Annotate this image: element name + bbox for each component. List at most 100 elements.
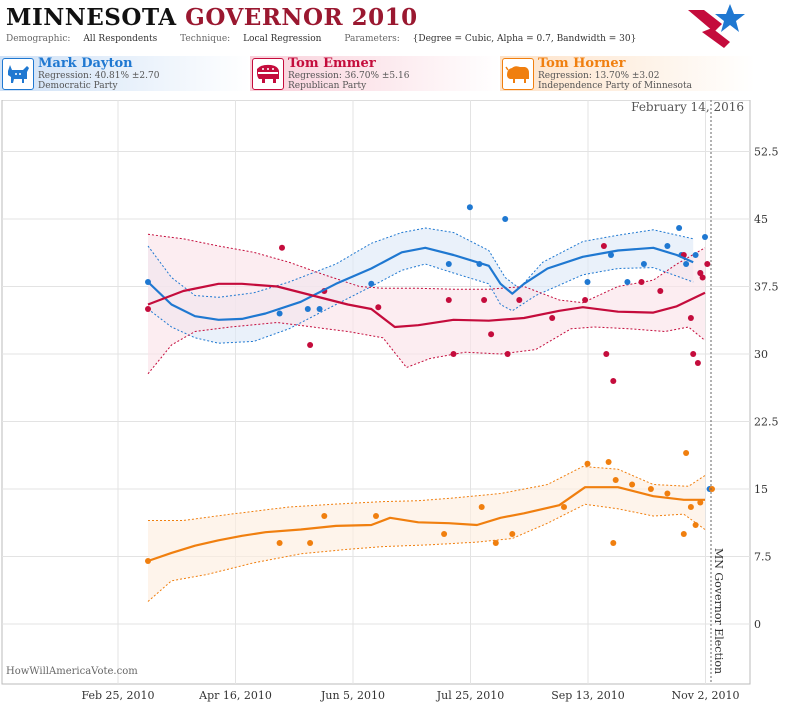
poll-point: [502, 216, 509, 222]
poll-point: [605, 459, 612, 465]
poll-point: [640, 261, 647, 267]
title-race: GOVERNOR 2010: [185, 4, 418, 31]
poll-point: [450, 351, 457, 357]
regression-chart: Feb 25, 2010 Apr 16, 2010 Jun 5, 2010 Jul 2…: [1, 100, 779, 702]
poll-point: [697, 499, 704, 506]
poll-point: [276, 540, 283, 546]
poll-point: [445, 261, 452, 267]
poll-point: [687, 504, 694, 510]
poll-point: [276, 310, 283, 317]
plot-area: [1, 100, 751, 685]
y-tick-label: 7.5: [754, 551, 772, 564]
trend-line: [147, 486, 705, 563]
poll-point: [466, 204, 473, 211]
poll-point: [687, 315, 694, 321]
poll-point: [699, 274, 706, 281]
poll-point: [304, 306, 311, 312]
candidate-legend-horner: Tom Horner Regression: 13.70% ±3.02 Inde…: [500, 56, 755, 91]
candidate-legend-emmer: Tom Emmer Regression: 36.70% ±5.16 Repub…: [250, 56, 500, 91]
poll-point: [702, 234, 708, 240]
demographic-info: Demographic: All Respondents: [6, 34, 158, 44]
parameters-bar: Demographic: All Respondents Technique: …: [6, 34, 656, 44]
poll-point: [683, 261, 690, 267]
poll-point: [321, 513, 328, 519]
x-tick-label: Feb 25, 2010: [81, 689, 154, 702]
y-tick-label: 52.5: [754, 146, 779, 159]
poll-point: [704, 261, 711, 267]
candidate-legend-dayton: Mark Dayton Regression: 40.81% ±2.70 Dem…: [0, 56, 250, 91]
y-tick-label: 45: [754, 213, 768, 226]
upper-bound-line: [147, 233, 706, 304]
candidate-party: Republican Party: [288, 81, 367, 91]
poll-point: [516, 297, 523, 303]
parameters-info: Parameters: {Degree = Cubic, Alpha = 0.7…: [344, 34, 637, 44]
x-tick-label: Jun 5, 2010: [320, 689, 385, 702]
poll-point: [608, 252, 614, 258]
upper-bound-line: [147, 227, 694, 298]
watermark: HowWillAmericaVote.com: [6, 666, 138, 677]
candidate-name: Tom Emmer: [288, 56, 376, 71]
poll-point: [603, 351, 610, 357]
bison-icon: [502, 58, 534, 90]
star-logo-icon: [688, 4, 745, 48]
poll-point: [683, 450, 690, 456]
y-tick-label: 15: [754, 483, 768, 496]
title-state: MINNESOTA: [6, 4, 177, 31]
poll-point: [279, 244, 285, 251]
confidence-band: [148, 234, 705, 374]
poll-point: [478, 504, 485, 510]
x-tick-label: Jul 25, 2010: [436, 689, 505, 702]
poll-point: [316, 306, 323, 312]
trend-line: [147, 282, 706, 329]
x-tick-label: Nov 2, 2010: [672, 689, 740, 702]
current-date-label: February 14, 2016: [631, 100, 744, 114]
poll-point: [582, 297, 589, 303]
candidate-party: Independence Party of Minnesota: [538, 81, 692, 91]
poll-point: [612, 477, 619, 483]
poll-point: [441, 531, 448, 537]
poll-point: [709, 486, 715, 492]
poll-point: [610, 378, 617, 384]
poll-point: [664, 490, 671, 497]
poll-point: [375, 304, 382, 311]
page-title: MINNESOTA GOVERNOR 2010: [6, 4, 418, 31]
candidate-name: Tom Horner: [538, 56, 626, 71]
poll-point: [680, 531, 687, 537]
candidate-name: Mark Dayton: [38, 56, 133, 71]
poll-point: [145, 306, 151, 312]
poll-point: [692, 252, 699, 258]
donkey-icon: [2, 58, 34, 90]
poll-point: [600, 243, 607, 249]
poll-point: [368, 280, 375, 287]
y-tick-label: 22.5: [754, 416, 779, 429]
poll-point: [624, 279, 631, 285]
poll-point: [504, 351, 511, 357]
lower-bound-line: [147, 503, 706, 602]
poll-point: [610, 540, 617, 546]
poll-point: [307, 540, 314, 546]
x-tick-label: Sep 13, 2010: [551, 689, 625, 702]
poll-point: [697, 270, 704, 276]
candidate-regression: Regression: 36.70% ±5.16: [288, 71, 410, 81]
poll-point: [373, 513, 379, 519]
y-tick-label: 0: [754, 618, 761, 631]
candidate-regression: Regression: 40.81% ±2.70: [38, 71, 160, 81]
elephant-icon: [252, 58, 284, 90]
poll-point: [584, 279, 591, 285]
lower-bound-line: [147, 321, 706, 375]
technique-info: Technique: Local Regression: [180, 34, 322, 44]
poll-point: [647, 486, 654, 492]
poll-point: [629, 481, 636, 488]
poll-point: [694, 360, 701, 366]
poll-point: [657, 288, 664, 294]
poll-point: [549, 315, 556, 321]
poll-point: [492, 540, 499, 546]
election-annotation: MN Governor Election: [712, 548, 725, 674]
poll-point: [488, 331, 495, 338]
poll-point: [561, 504, 567, 510]
poll-point: [445, 297, 452, 303]
trend-line: [147, 246, 694, 321]
poll-point: [664, 243, 671, 249]
poll-point: [690, 351, 697, 357]
poll-point: [509, 531, 516, 537]
